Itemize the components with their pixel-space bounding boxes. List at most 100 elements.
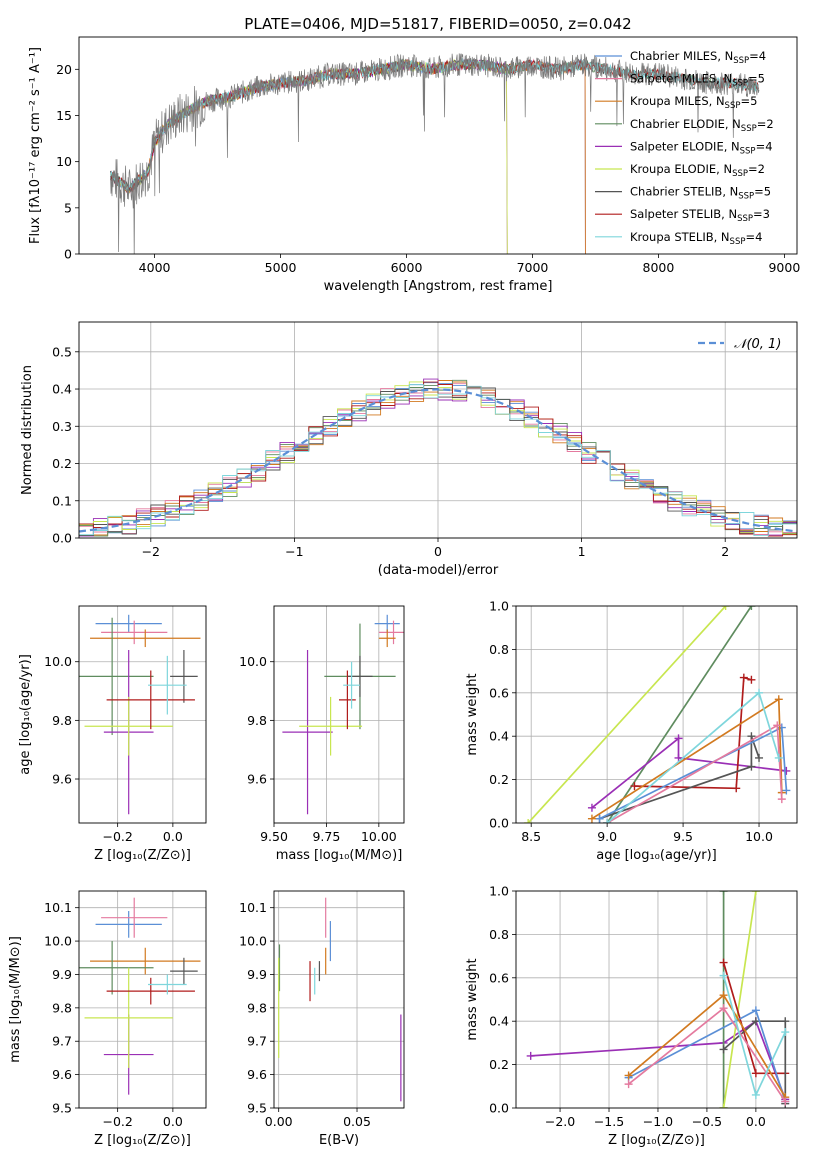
plot-area-age_vs_mass: [282, 614, 404, 815]
x-axis-label: Z [log₁₀(Z/Z⊙)]: [94, 1133, 191, 1148]
model-line: [110, 59, 586, 254]
x-tick-label: −0.2: [102, 1114, 132, 1129]
legend-text-end: =2: [757, 117, 774, 131]
weight-marker: [781, 1097, 790, 1106]
legend-subscript: SSP: [737, 214, 753, 224]
y-tick-label: 0: [64, 247, 72, 262]
x-tick-label: 9.0: [597, 829, 617, 844]
x-axis-label: Z [log₁₀(Z/Z⊙)]: [608, 1133, 705, 1148]
panel-age_vs_mass: 9.50 9.75 10.00 9.6 9.8 10.0 mass [log₁₀(M/M⊙)…: [239, 605, 405, 863]
y-tick-label: 10.0: [239, 654, 267, 669]
x-tick-label: −1.5: [594, 1114, 624, 1129]
y-tick-label: 9.6: [247, 772, 267, 787]
legend-text: Chabrier ELODIE, N: [630, 117, 741, 131]
legend-subscript: SSP: [741, 124, 757, 134]
weight-marker: [721, 606, 730, 610]
y-tick-label: 9.7: [52, 1034, 72, 1049]
axes-frame: [273, 890, 405, 1109]
y-axis-label: mass weight: [465, 958, 480, 1040]
y-tick-label: 15: [56, 108, 72, 123]
x-tick-label: 0.05: [343, 1114, 371, 1129]
x-tick-label: −1.0: [643, 1114, 673, 1129]
y-tick-label: 10.1: [239, 900, 267, 915]
plot-area-age_vs_Z: [79, 614, 201, 815]
weight-marker: [587, 803, 596, 812]
weight-marker: [755, 753, 764, 762]
weight-marker: [732, 784, 741, 793]
histogram-step: [79, 386, 797, 536]
axes-frame: [273, 605, 405, 824]
weight-marker: [719, 891, 728, 895]
axes-frame: [78, 890, 207, 1109]
frame-mass_vs_Z: −0.2 0.0 9.5 9.6 9.7 9.8 9.9 10.0 10.1 Z [log₁₀(Z…: [8, 890, 207, 1148]
x-tick-label: 8.5: [521, 829, 541, 844]
weight-line: [634, 676, 752, 790]
weight-marker: [774, 753, 783, 762]
weight-line: [722, 962, 786, 1075]
y-tick-label: 10.1: [44, 900, 72, 915]
x-tick-label: 9.5: [673, 829, 693, 844]
legend-text-end: =4: [756, 139, 773, 153]
plot-area-mass_vs_Z: [79, 897, 201, 1095]
x-tick-label: 9.75: [312, 829, 340, 844]
frame-weight_vs_age: 8.5 9.0 9.5 10.0 0.0 0.2 0.4 0.6 0.8 1.0 age [log₁…: [465, 599, 798, 863]
legend-entry: Chabrier STELIB, NSSP=5: [630, 185, 771, 202]
legend-entry: Chabrier MILES, NSSP=4: [630, 49, 766, 66]
weight-marker: [587, 814, 596, 823]
legend-text-end: =4: [745, 230, 762, 244]
weight-marker: [624, 1071, 633, 1080]
weight-marker: [747, 675, 756, 684]
x-tick-label: 0: [434, 544, 442, 559]
y-tick-label: 0.4: [489, 1014, 509, 1029]
panel-mass_vs_Z: −0.2 0.0 9.5 9.6 9.7 9.8 9.9 10.0 10.1 Z [log₁₀(Z…: [8, 890, 207, 1148]
y-tick-label: 9.7: [247, 1034, 267, 1049]
weight-marker: [781, 1028, 790, 1037]
weight-marker: [719, 1045, 728, 1054]
x-tick-label: 0.00: [265, 1114, 293, 1129]
y-tick-label: 0.0: [489, 816, 509, 831]
weight-line: [591, 697, 783, 820]
y-tick-label: 9.9: [247, 967, 267, 982]
y-tick-label: 0.4: [52, 382, 72, 397]
model-line: [110, 58, 586, 254]
panel-mass_vs_ebv: 0.00 0.05 9.5 9.6 9.7 9.8 9.9 10.0 10.1 E(B-V): [239, 890, 405, 1148]
y-tick-label: 9.9: [52, 967, 72, 982]
legend-text-end: =5: [748, 72, 765, 86]
legend-entry: Salpeter ELODIE, NSSP=4: [630, 139, 773, 156]
y-tick-label: 9.6: [52, 772, 72, 787]
plot-area-weight_vs_Z: [526, 891, 790, 1108]
legend-text: Kroupa MILES, N: [630, 94, 725, 108]
frame-weight_vs_Z: −2.0 −1.5 −1.0 −0.5 0.0 0.0 0.2 0.4 0.6 0.8 1.0 Z […: [465, 884, 798, 1148]
weight-marker: [524, 819, 533, 823]
x-axis-label: age [log₁₀(age/yr)]: [596, 848, 717, 863]
weight-marker: [624, 1080, 633, 1089]
weight-marker: [747, 762, 756, 771]
y-axis-label: Flux [fλ10⁻¹⁷ erg cm⁻² s⁻¹ A⁻¹]: [28, 47, 43, 244]
y-tick-label: 9.8: [247, 713, 267, 728]
legend-subscript: SSP: [733, 56, 749, 66]
x-tick-label: 6000: [391, 260, 423, 275]
weight-marker: [781, 1017, 790, 1026]
legend-entry: Kroupa MILES, NSSP=5: [630, 94, 757, 111]
legend-subscript: SSP: [732, 169, 748, 179]
weight-marker: [747, 732, 756, 741]
weight-line: [527, 606, 727, 823]
x-tick-label: 0.0: [746, 1114, 766, 1129]
y-tick-label: 9.6: [247, 1067, 267, 1082]
weight-marker: [719, 958, 728, 967]
weight-marker: [630, 782, 639, 791]
y-tick-label: 10.0: [44, 934, 72, 949]
x-tick-label: 4000: [139, 260, 171, 275]
x-tick-label: 0.0: [163, 829, 183, 844]
y-tick-label: 0.8: [489, 927, 509, 942]
x-tick-label: 2: [721, 544, 729, 559]
axes-frame: [515, 605, 798, 824]
legend-subscript: SSP: [725, 101, 741, 111]
y-tick-label: 10.0: [239, 934, 267, 949]
frame-mass_vs_ebv: 0.00 0.05 9.5 9.6 9.7 9.8 9.9 10.0 10.1 E(B-V): [239, 890, 405, 1148]
y-tick-label: 9.5: [52, 1101, 72, 1116]
axes-frame: [78, 36, 798, 255]
x-tick-label: −1: [285, 544, 303, 559]
y-tick-label: 9.8: [52, 713, 72, 728]
